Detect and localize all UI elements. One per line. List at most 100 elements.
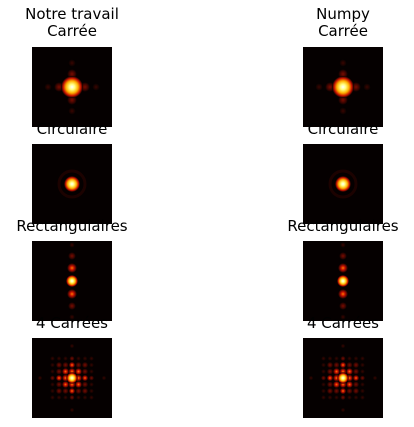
- interference-spot: [327, 355, 333, 362]
- secondary-peak: [67, 289, 77, 299]
- interference-spot: [56, 394, 62, 401]
- sidelobe: [68, 252, 76, 260]
- interference-spot: [74, 367, 83, 376]
- interference-spot: [333, 387, 340, 395]
- heatmap-rectangular-ours: [32, 241, 112, 321]
- sidelobe: [339, 252, 347, 260]
- interference-spot: [74, 380, 83, 389]
- sidelobe-outer: [363, 83, 371, 91]
- faint-lobe: [69, 407, 75, 413]
- interference-spot: [320, 355, 327, 362]
- heatmap-canvas: [32, 241, 112, 321]
- interference-spot: [320, 362, 327, 368]
- interference-spot: [332, 380, 341, 389]
- sidelobe-top: [69, 242, 75, 248]
- interference-spot: [49, 394, 56, 401]
- interference-spot: [320, 381, 327, 388]
- sidelobe-bottom: [340, 314, 346, 320]
- interference-spot: [359, 355, 366, 362]
- interference-spot: [49, 388, 56, 394]
- secondary-peak: [67, 263, 77, 273]
- sidelobe-outer: [68, 59, 76, 67]
- interference-spot: [49, 375, 56, 381]
- faint-lobe: [308, 375, 314, 381]
- interference-spot: [346, 394, 353, 401]
- central-peak: [66, 372, 78, 384]
- heatmap-canvas: [303, 241, 383, 321]
- central-peak: [337, 372, 349, 384]
- interference-spot: [88, 388, 95, 394]
- panel-title-four-squares-left: 4 Carrées: [36, 314, 108, 332]
- central-peak: [335, 176, 351, 192]
- heatmap-canvas: [32, 338, 112, 418]
- interference-spot: [61, 367, 70, 376]
- column-title-left-line2: Carrée: [47, 22, 97, 40]
- sidelobe: [339, 302, 347, 310]
- interference-spot: [69, 355, 75, 362]
- secondary-peak: [338, 289, 348, 299]
- interference-spot: [326, 374, 334, 382]
- interference-spot: [81, 361, 89, 369]
- panel-title-circular-left: Circulaire: [36, 120, 108, 138]
- interference-spot: [353, 394, 359, 401]
- interference-spot: [68, 361, 76, 369]
- heatmap-rectangular-numpy: [303, 241, 383, 321]
- airy-ring: [57, 169, 87, 199]
- panel-title-rectangular-left: Rectangulaires: [16, 217, 128, 235]
- interference-spot: [69, 394, 75, 401]
- central-peak: [66, 275, 78, 287]
- sidelobe-top: [340, 242, 346, 248]
- interference-spot: [327, 394, 333, 401]
- interference-spot: [352, 374, 360, 382]
- heatmap-four-squares-ours: [32, 338, 112, 418]
- panel-title-circular-right: Circulaire: [307, 120, 379, 138]
- interference-spot: [49, 368, 56, 375]
- interference-spot: [75, 361, 82, 369]
- interference-spot: [88, 355, 95, 362]
- interference-spot: [75, 355, 82, 362]
- interference-spot: [359, 375, 366, 381]
- panel-title-rectangular-right: Rectangulaires: [287, 217, 399, 235]
- heatmap-canvas: [303, 144, 383, 224]
- interference-spot: [339, 387, 347, 395]
- column-title-left: Notre travail Carrée: [7, 6, 137, 40]
- interference-spot: [62, 361, 69, 369]
- interference-spot: [345, 380, 354, 389]
- interference-spot: [332, 367, 341, 376]
- interference-spot: [326, 381, 334, 388]
- faint-lobe: [340, 343, 346, 349]
- interference-spot: [81, 387, 89, 395]
- interference-spot: [352, 381, 360, 388]
- sidelobe-outer: [68, 107, 76, 115]
- interference-spot: [49, 355, 56, 362]
- faint-lobe: [101, 375, 107, 381]
- interference-spot: [88, 381, 95, 388]
- interference-spot: [88, 394, 95, 401]
- interference-spot: [346, 355, 353, 362]
- interference-spot: [75, 394, 82, 401]
- sidelobe-outer: [339, 107, 347, 115]
- interference-spot: [320, 375, 327, 381]
- interference-spot: [345, 367, 354, 376]
- panel-title-four-squares-right: 4 Carrées: [307, 314, 379, 332]
- interference-spot: [359, 394, 366, 401]
- interference-spot: [333, 355, 340, 362]
- interference-spot: [359, 388, 366, 394]
- interference-spot: [88, 368, 95, 375]
- sidelobe: [68, 302, 76, 310]
- interference-spot: [55, 381, 63, 388]
- faint-lobe: [372, 375, 378, 381]
- sidelobe-outer: [44, 83, 52, 91]
- interference-spot: [326, 361, 334, 369]
- interference-spot: [320, 394, 327, 401]
- column-title-left-line1: Notre travail: [25, 5, 119, 23]
- airy-ring: [328, 169, 358, 199]
- interference-spot: [55, 387, 63, 395]
- secondary-peak: [338, 263, 348, 273]
- interference-spot: [62, 387, 69, 395]
- interference-spot: [333, 361, 340, 369]
- interference-spot: [320, 388, 327, 394]
- interference-spot: [326, 387, 334, 395]
- interference-spot: [353, 355, 359, 362]
- interference-spot: [81, 381, 89, 388]
